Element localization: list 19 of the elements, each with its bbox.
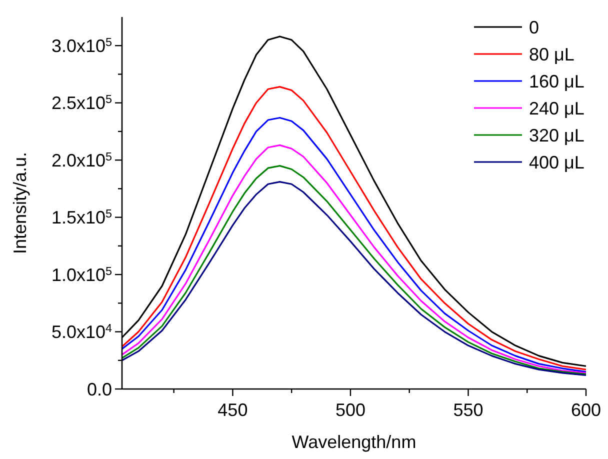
y-tick-label: 2.5x10$^{5}$ (51, 92, 112, 114)
x-axis-title: Wavelength/nm (292, 432, 416, 452)
x-tick-label: 550 (453, 400, 484, 420)
y-tick-label: 5.0x10$^{4}$ (51, 322, 112, 342)
legend-label: 400 μL (529, 152, 584, 172)
y-tick-label: 2.0x10$^{5}$ (51, 150, 112, 170)
x-tick-label: 450 (218, 400, 248, 420)
legend-label: 240 μL (529, 98, 584, 118)
legend-label: 320 μL (529, 125, 584, 146)
legend-label: 160 μL (529, 71, 584, 92)
x-tick-label: 500 (335, 400, 366, 420)
y-tick-label: 3.0x10$^{5}$ (51, 35, 112, 56)
y-tick-label: 1.0x10$^{5}$ (51, 264, 112, 285)
legend-label: 0 (529, 17, 540, 38)
legend-label: 80 μL (529, 44, 574, 64)
y-tick-label: 1.5x10$^{5}$ (51, 207, 112, 228)
x-tick-label: 600 (570, 400, 602, 420)
y-axis-title: Intensity/a.u. (10, 152, 30, 254)
y-tick-label: 0.0 (86, 379, 112, 400)
